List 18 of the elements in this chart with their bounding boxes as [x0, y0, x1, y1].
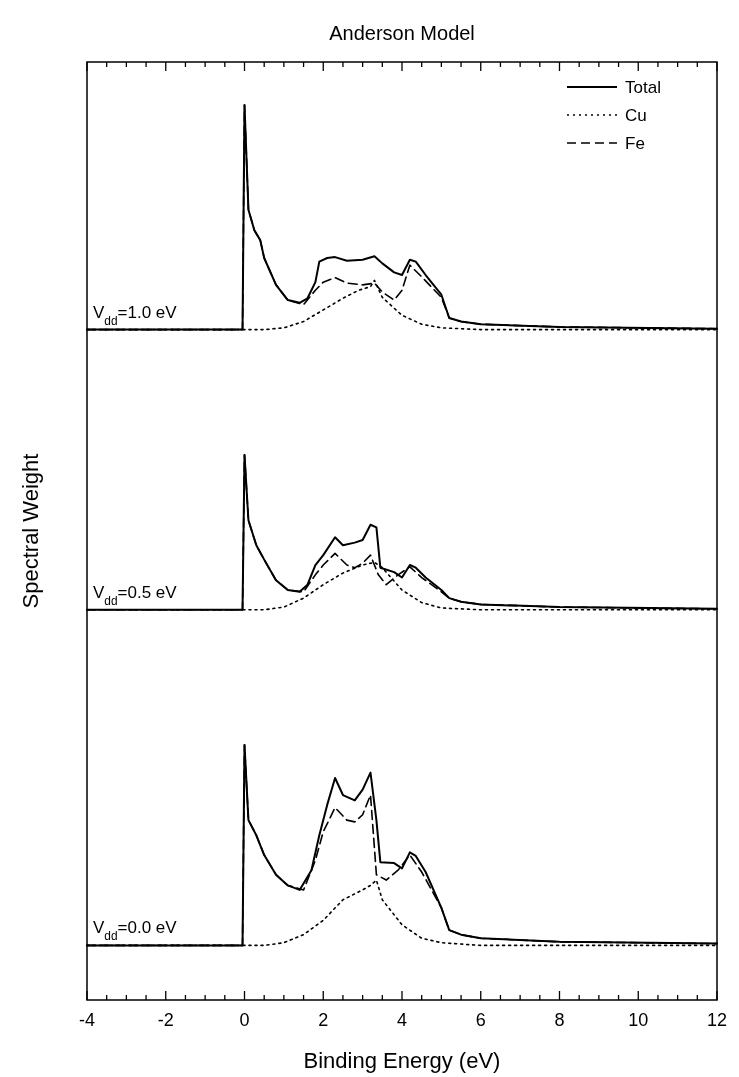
x-tick-label: 10: [628, 1010, 649, 1030]
x-tick-label: -4: [78, 1010, 96, 1030]
legend-label: Fe: [625, 134, 645, 153]
annotation: V$_{dd}$=0.5 eV: [93, 582, 178, 608]
y-axis-title: Spectral Weight: [18, 453, 43, 609]
x-tick-label: 6: [475, 1010, 486, 1030]
annotation: V$_{dd}$=1.0 eV: [93, 302, 178, 328]
x-tick-label: 2: [318, 1010, 329, 1030]
legend-label: Total: [625, 78, 661, 97]
annotation: V$_{dd}$=0.0 eV: [93, 918, 178, 944]
x-axis-title: Binding Energy (eV): [303, 1048, 501, 1073]
x-tick-label: 8: [554, 1010, 565, 1030]
chart-title: Anderson Model: [329, 22, 475, 44]
x-tick-label: 12: [706, 1010, 728, 1030]
x-tick-label: -2: [157, 1010, 174, 1030]
legend-label: Cu: [625, 106, 647, 125]
x-tick-label: 0: [239, 1010, 250, 1030]
x-tick-label: 4: [396, 1010, 408, 1030]
